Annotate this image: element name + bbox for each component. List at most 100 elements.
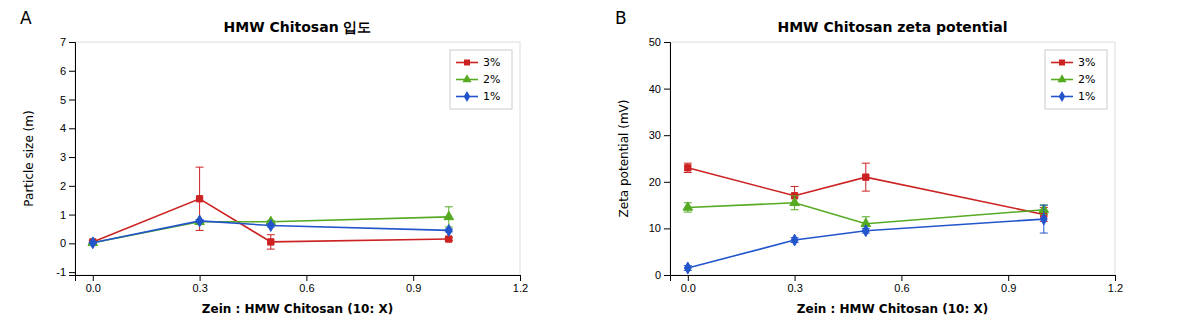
panel: 0.00.30.60.91.201020304050HMW Chitosan z… bbox=[615, 8, 1123, 316]
tick-mark bbox=[69, 243, 75, 244]
tick: 0.9 bbox=[406, 275, 421, 294]
axis-line bbox=[69, 43, 76, 276]
axis-line bbox=[76, 276, 521, 282]
tick-mark bbox=[664, 182, 670, 183]
tick-label: 10 bbox=[649, 222, 661, 234]
series bbox=[88, 207, 454, 246]
legend-item: 1% bbox=[1051, 90, 1095, 103]
tick: 0.3 bbox=[192, 275, 207, 294]
y-axis: -1 0 1 2 3 4 5 6 7 bbox=[56, 36, 75, 278]
tick-mark bbox=[520, 275, 521, 281]
point bbox=[89, 237, 96, 249]
point bbox=[445, 225, 452, 237]
tick-label: 1.2 bbox=[513, 282, 528, 294]
tick-mark bbox=[69, 272, 75, 273]
legend-swatch-marker bbox=[1057, 74, 1066, 82]
legend-swatch-marker bbox=[1059, 91, 1065, 102]
legend-item: 2% bbox=[1051, 73, 1095, 86]
axis-line bbox=[664, 43, 671, 276]
tick: 3 bbox=[60, 151, 75, 163]
tick-label: 1 bbox=[60, 209, 66, 221]
tick-label: 0.9 bbox=[406, 282, 421, 294]
error-bar bbox=[684, 203, 692, 212]
marks bbox=[683, 163, 1049, 274]
tick: 0.0 bbox=[681, 275, 696, 294]
point bbox=[862, 225, 869, 237]
tick-mark bbox=[413, 275, 414, 281]
tick: 4 bbox=[60, 122, 75, 134]
plot-frame bbox=[75, 42, 520, 275]
tick-mark bbox=[664, 42, 670, 43]
legend-label: 2% bbox=[1078, 73, 1095, 86]
tick: 5 bbox=[60, 94, 75, 106]
tick-label: 5 bbox=[60, 94, 66, 106]
panel-label: B bbox=[615, 8, 627, 28]
error-bar bbox=[1040, 205, 1048, 233]
legend-swatch-marker bbox=[464, 60, 470, 66]
error-bar bbox=[196, 167, 204, 230]
tick-mark bbox=[69, 157, 75, 158]
legend: 3%2%1% bbox=[450, 50, 512, 109]
tick: -1 bbox=[56, 266, 75, 278]
tick: 0 bbox=[655, 269, 670, 281]
tick: 1 bbox=[60, 209, 75, 221]
point bbox=[790, 197, 800, 205]
tick: 2 bbox=[60, 180, 75, 192]
tick: 20 bbox=[649, 176, 670, 188]
tick: 0 bbox=[60, 237, 75, 249]
tick-label: 0.6 bbox=[894, 282, 909, 294]
error-bar bbox=[791, 196, 799, 210]
tick-mark bbox=[69, 71, 75, 72]
legend-swatch-marker bbox=[464, 91, 470, 102]
tick-label: 0.3 bbox=[787, 282, 802, 294]
tick-label: -1 bbox=[56, 266, 66, 278]
chart-title: HMW Chitosan 입도 bbox=[224, 19, 372, 35]
tick-label: 2 bbox=[60, 180, 66, 192]
tick-label: 30 bbox=[649, 129, 661, 141]
legend-label: 3% bbox=[483, 56, 500, 69]
tick-label: 40 bbox=[649, 83, 661, 95]
tick-mark bbox=[664, 135, 670, 136]
tick-label: 0 bbox=[655, 269, 661, 281]
tick-mark bbox=[1008, 275, 1009, 281]
tick-mark bbox=[69, 42, 75, 43]
panel: 0.0 0.3 0.6 0.9 1.2 -1 0 1 2 3 4 5 6 7 HMW Chitosan 입도… bbox=[20, 8, 528, 316]
legend-item: 3% bbox=[1051, 56, 1095, 69]
error-bar bbox=[267, 235, 275, 249]
series bbox=[684, 163, 1048, 221]
legend-swatch-marker bbox=[462, 74, 471, 82]
point bbox=[1040, 213, 1047, 225]
tick-label: 0.0 bbox=[681, 282, 696, 294]
tick: 0.3 bbox=[787, 275, 802, 294]
error-bar bbox=[862, 163, 870, 191]
y-axis-title: Zeta potential (mV) bbox=[617, 100, 631, 218]
legend-label: 1% bbox=[483, 90, 500, 103]
plot-frame bbox=[670, 42, 1115, 275]
series-line bbox=[688, 219, 1044, 268]
point bbox=[791, 234, 798, 246]
x-axis: 0.00.30.60.91.2 bbox=[671, 275, 1124, 294]
tick: 0.6 bbox=[299, 275, 314, 294]
tick-mark bbox=[664, 228, 670, 229]
axis-line bbox=[671, 276, 1116, 282]
tick: 1.2 bbox=[1108, 275, 1123, 294]
legend-label: 1% bbox=[1078, 90, 1095, 103]
tick-label: 1.2 bbox=[1108, 282, 1123, 294]
tick: 7 bbox=[60, 36, 75, 48]
point bbox=[684, 262, 691, 274]
y-axis: 01020304050 bbox=[649, 36, 671, 281]
point bbox=[267, 220, 274, 232]
tick-mark bbox=[306, 275, 307, 281]
tick-label: 0.6 bbox=[299, 282, 314, 294]
tick: 6 bbox=[60, 65, 75, 77]
tick-mark bbox=[200, 275, 201, 281]
tick-mark bbox=[69, 100, 75, 101]
tick-mark bbox=[93, 275, 94, 281]
point bbox=[444, 211, 454, 219]
tick-label: 4 bbox=[60, 122, 66, 134]
tick-label: 20 bbox=[649, 176, 661, 188]
x-axis: 0.0 0.3 0.6 0.9 1.2 bbox=[76, 275, 529, 294]
tick-label: 0.0 bbox=[86, 282, 101, 294]
tick: 40 bbox=[649, 83, 670, 95]
legend: 3% 2% 1% bbox=[1045, 50, 1107, 109]
